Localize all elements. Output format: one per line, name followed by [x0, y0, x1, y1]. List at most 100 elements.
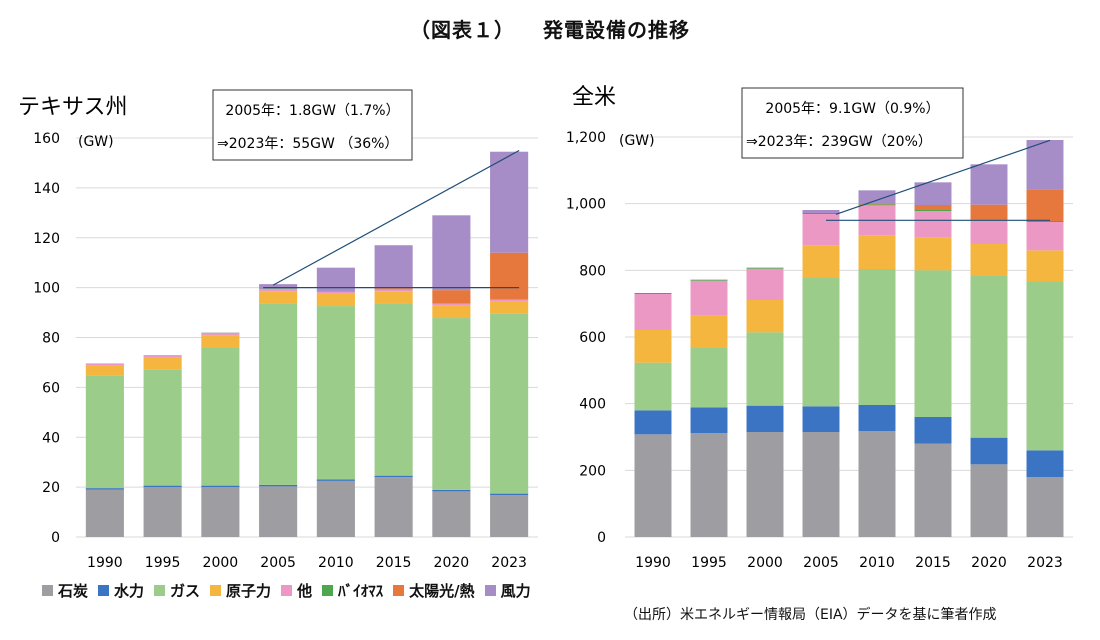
- legend-label: 風力: [500, 582, 531, 600]
- bar-segment: [374, 245, 413, 288]
- y-tick-label: 140: [33, 181, 60, 197]
- bar-segment: [970, 164, 1008, 205]
- bar-segment: [746, 432, 784, 537]
- bar-segment: [634, 434, 672, 537]
- x-tick-label: 2005: [803, 555, 839, 571]
- legend-label: 他: [297, 582, 313, 600]
- bar-segment: [1026, 250, 1064, 282]
- x-tick-label: 2015: [376, 555, 412, 571]
- x-tick-label: 2020: [971, 555, 1007, 571]
- bar-segment: [634, 293, 672, 294]
- annotation-box: [212, 89, 413, 161]
- bar-segment: [634, 294, 672, 330]
- bar-segment: [85, 363, 124, 366]
- bar-segment: [201, 332, 240, 336]
- bar-segment: [746, 332, 784, 406]
- bar-segment: [490, 252, 529, 300]
- unit-label: (GW): [78, 134, 114, 150]
- bar-segment: [1026, 282, 1064, 451]
- bar-segment: [1026, 450, 1064, 477]
- annotation-line-1: 2005年：1.8GW（1.7%）: [225, 103, 399, 119]
- bar-segment: [802, 432, 840, 537]
- bar-segment: [970, 204, 1008, 220]
- legend-swatch: [98, 585, 110, 596]
- bar-segment: [259, 289, 298, 292]
- bar-segment: [914, 417, 952, 444]
- x-tick-label: 2000: [203, 555, 239, 571]
- chart-texas: 0 20 40 60 80 100 120 140 160 テキサス州 (GW) 1990 1995 20…: [18, 89, 538, 571]
- x-tick-label: 2010: [318, 555, 354, 571]
- y-tick-label: 20: [42, 480, 60, 496]
- bar-segment: [490, 493, 529, 496]
- x-tick-label: 1995: [691, 555, 727, 571]
- bar-segment: [690, 433, 728, 537]
- bar-segment: [259, 284, 298, 289]
- legend-label: ﾊﾞｲｵﾏｽ: [338, 582, 384, 600]
- trend-line: [272, 149, 520, 286]
- bar-segment: [259, 484, 298, 487]
- bar-segment: [914, 443, 952, 537]
- bar-segment: [634, 362, 672, 411]
- annotation-box: [741, 87, 964, 159]
- bar-segment: [374, 289, 413, 292]
- bar-segment: [432, 215, 471, 291]
- bar-segment: [1026, 222, 1064, 251]
- bar-segment: [746, 267, 784, 269]
- bar-segment: [432, 290, 471, 304]
- bar-segment: [1026, 221, 1064, 222]
- legend-swatch: [154, 585, 166, 596]
- bar-segment: [490, 151, 529, 253]
- legend-item: 原子力: [210, 580, 271, 601]
- bar-segment: [432, 305, 471, 319]
- bar-segment: [374, 477, 413, 537]
- bar-segment: [432, 489, 471, 492]
- bar-segment: [970, 276, 1008, 438]
- legend-item: 水力: [98, 580, 144, 601]
- x-tick-label: 1990: [87, 555, 123, 571]
- chart-title: テキサス州: [18, 95, 128, 120]
- annotation-line-1: 2005年：9.1GW（0.9%）: [765, 101, 939, 117]
- legend-label: ガス: [170, 582, 201, 600]
- annotation-line-2: ⇒2023年：55GW （36%）: [217, 136, 398, 152]
- bar-segment: [802, 278, 840, 407]
- bar-segment: [432, 318, 471, 490]
- bar-segment: [634, 410, 672, 435]
- legend-swatch: [210, 585, 222, 596]
- bar-segment: [374, 303, 413, 476]
- bar-segment: [316, 480, 355, 537]
- legend-swatch: [281, 585, 293, 596]
- figure-title-label: （図表１）: [410, 18, 515, 42]
- y-tick-label: 600: [579, 330, 606, 346]
- bar-segment: [143, 355, 182, 358]
- legend-item: ﾊﾞｲｵﾏｽ: [322, 580, 383, 601]
- y-tick-label: 200: [579, 463, 606, 479]
- figure-title: （図表１） 発電設備の推移: [0, 14, 1100, 43]
- bar-segment: [374, 291, 413, 304]
- x-tick-label: 2010: [859, 555, 895, 571]
- legend-item: ガス: [154, 580, 200, 601]
- bar-segment: [634, 330, 672, 363]
- bar-segment: [85, 488, 124, 490]
- bar-segment: [143, 369, 182, 486]
- bar-segment: [201, 485, 240, 488]
- bar-segment: [746, 300, 784, 333]
- bar-segment: [914, 205, 952, 210]
- y-tick-label: 0: [51, 530, 60, 546]
- legend-item: 風力: [484, 580, 531, 601]
- legend-swatch: [393, 585, 405, 596]
- bar-segment: [316, 291, 355, 294]
- bar-segment: [432, 303, 471, 306]
- x-tick-label: 2023: [1027, 555, 1063, 571]
- bar-segment: [802, 245, 840, 278]
- bar-segment: [970, 464, 1008, 537]
- bar-segment: [143, 485, 182, 488]
- x-tick-label: 1990: [635, 555, 671, 571]
- y-tick-label: 80: [42, 331, 60, 347]
- y-tick-label: 1,000: [566, 197, 606, 213]
- bar-segment: [858, 235, 896, 269]
- legend-swatch: [42, 585, 53, 596]
- bar-segment: [690, 279, 728, 281]
- bar-segment: [490, 313, 529, 494]
- x-tick-label: 2015: [915, 555, 951, 571]
- bar-segment: [970, 244, 1008, 276]
